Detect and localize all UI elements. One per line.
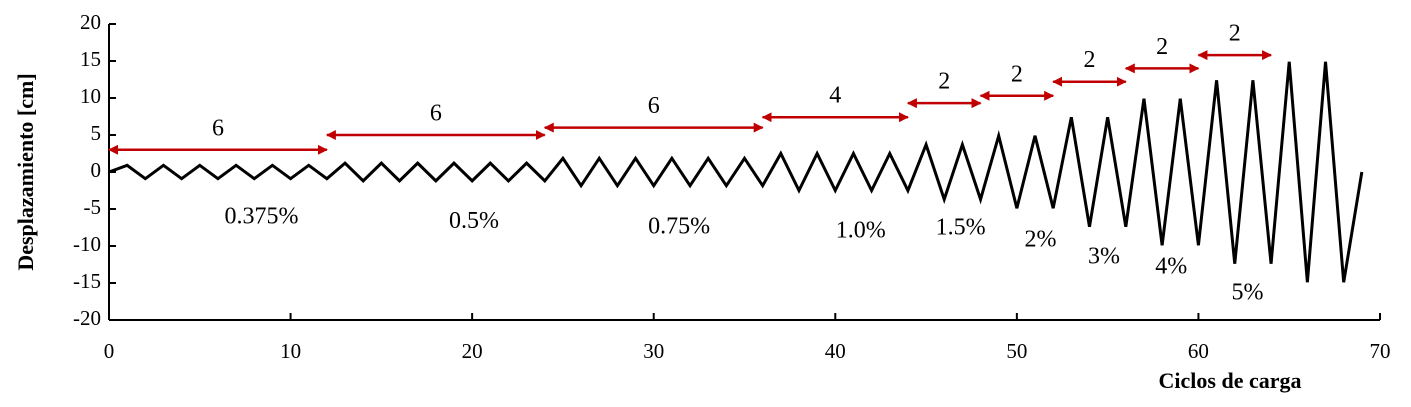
drift-label: 0.75% [648,214,710,240]
data-line [108,61,1364,283]
cycle-count: 4 [829,83,841,109]
drift-label: 0.375% [225,203,299,229]
cycle-count: 6 [212,115,224,141]
x-axis-title: Ciclos de carga [1159,368,1302,393]
drift-label: 3% [1088,243,1120,269]
x-tick-label: 20 [462,339,483,363]
cycle-count: 2 [1156,34,1168,60]
y-tick-label: 10 [80,84,101,108]
y-tick-label: 20 [80,10,101,34]
y-tick-label: 0 [91,158,102,182]
y-tick-label: 15 [80,47,101,71]
drift-label: 5% [1231,280,1263,306]
cycle-count: 6 [430,101,442,127]
drift-label: 1.0% [836,217,886,243]
x-tick-label: 10 [280,339,301,363]
y-tick-label: -15 [73,269,101,293]
x-tick-label: 50 [1006,339,1027,363]
cycle-count: 2 [1229,21,1241,47]
y-axis-title: Desplazamiento [cm] [13,73,38,270]
y-tick-label: -20 [73,306,101,330]
cycle-count: 2 [1011,61,1023,87]
drift-label: 4% [1155,254,1187,280]
x-tick-label: 60 [1188,339,1209,363]
x-tick-label: 70 [1370,339,1391,363]
cycle-count: 6 [648,93,660,119]
drift-label: 2% [1024,226,1056,252]
x-tick-label: 40 [825,339,846,363]
cycle-count: 2 [1083,47,1095,73]
x-tick-label: 30 [643,339,664,363]
y-tick-label: -10 [73,232,101,256]
cycle-count: 2 [938,69,950,95]
drift-label: 0.5% [449,208,499,234]
y-tick-label: -5 [84,195,102,219]
drift-label: 1.5% [936,214,986,240]
y-tick-label: 5 [91,121,102,145]
x-tick-label: 0 [104,339,115,363]
